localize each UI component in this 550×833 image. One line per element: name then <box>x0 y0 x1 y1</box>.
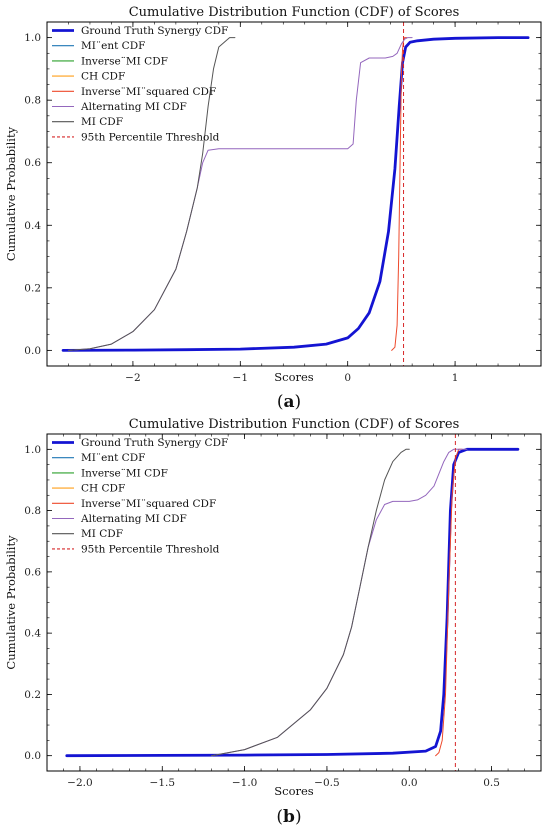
series-line-5 <box>68 37 413 351</box>
x-tick-label: −2 <box>125 372 140 384</box>
caption-close-paren: ) <box>295 392 302 412</box>
series-line-4 <box>391 37 408 351</box>
legend: Ground Truth Synergy CDF MI¨ent CDF Invers… <box>52 437 228 555</box>
chart-panel-b: Cumulative Distribution Function (CDF) o… <box>4 417 542 827</box>
caption-letter: b <box>283 807 295 827</box>
y-tick-label: 0.0 <box>24 345 41 357</box>
legend-entry-4: Inverse¨MI¨squared CDF <box>81 497 216 510</box>
x-tick-label: −1.0 <box>232 777 258 789</box>
caption-open-paren: ( <box>277 392 284 412</box>
legend-entry-2: Inverse¨MI CDF <box>81 466 168 479</box>
x-tick-label: −2.0 <box>67 777 93 789</box>
x-tick-label: −1 <box>233 372 248 384</box>
chart-panel-a: Cumulative Distribution Function (CDF) o… <box>4 5 542 412</box>
y-tick-label: 0.6 <box>24 566 41 578</box>
legend-entry-2: Inverse¨MI CDF <box>81 54 168 67</box>
caption-letter: a <box>283 392 294 412</box>
x-tick-label: −1.5 <box>150 777 176 789</box>
legend-entry-5: Alternating MI CDF <box>80 513 187 525</box>
chart-title: Cumulative Distribution Function (CDF) o… <box>129 5 460 20</box>
legend: Ground Truth Synergy CDF MI¨ent CDF Invers… <box>52 25 228 143</box>
y-axis-label: Cumulative Probability <box>4 535 18 670</box>
y-tick-label: 1.0 <box>24 32 41 44</box>
series-line-6 <box>211 448 410 757</box>
legend-entry-6: MI CDF <box>81 116 123 128</box>
x-tick-label: 0.0 <box>401 777 418 789</box>
legend-entry-0: Ground Truth Synergy CDF <box>81 437 228 449</box>
x-tick-label: 0 <box>344 372 351 384</box>
legend-entry-7: 95th Percentile Threshold <box>81 543 220 555</box>
legend-entry-1: MI¨ent CDF <box>81 451 145 464</box>
series-line-0 <box>61 36 530 352</box>
chart-title: Cumulative Distribution Function (CDF) o… <box>129 417 460 432</box>
legend-entry-4: Inverse¨MI¨squared CDF <box>81 85 216 98</box>
y-tick-label: 0.0 <box>24 750 41 762</box>
series-line-6 <box>68 37 236 351</box>
y-axis-label: Cumulative Probability <box>4 126 18 261</box>
x-tick-label: 0.5 <box>483 777 500 789</box>
panel-caption: (a) <box>277 392 301 412</box>
legend-entry-3: CH CDF <box>81 483 125 495</box>
y-tick-label: 0.6 <box>24 157 41 169</box>
series-line-5 <box>211 448 468 757</box>
legend-entry-3: CH CDF <box>81 71 125 83</box>
series-group <box>61 22 530 366</box>
legend-entry-1: MI¨ent CDF <box>81 39 145 52</box>
x-tick-label: 1 <box>452 372 459 384</box>
series-line-0 <box>65 447 520 758</box>
y-tick-label: 0.8 <box>24 95 41 107</box>
panel-caption: (b) <box>276 807 301 827</box>
caption-close-paren: ) <box>295 807 302 827</box>
x-axis-label: Scores <box>274 370 314 384</box>
series-line-4 <box>435 448 463 757</box>
y-tick-label: 1.0 <box>24 444 41 456</box>
x-axis-label: Scores <box>274 784 314 798</box>
x-tick-label: −0.5 <box>314 777 340 789</box>
legend-entry-7: 95th Percentile Threshold <box>81 131 220 143</box>
y-tick-label: 0.2 <box>24 689 41 701</box>
y-tick-label: 0.4 <box>24 628 41 640</box>
caption-open-paren: ( <box>276 807 283 827</box>
legend-entry-0: Ground Truth Synergy CDF <box>81 25 228 37</box>
legend-entry-6: MI CDF <box>81 528 123 540</box>
legend-entry-5: Alternating MI CDF <box>80 101 187 113</box>
y-tick-label: 0.8 <box>24 505 41 517</box>
series-group <box>65 434 520 771</box>
y-tick-label: 0.2 <box>24 282 41 294</box>
y-tick-label: 0.4 <box>24 220 41 232</box>
